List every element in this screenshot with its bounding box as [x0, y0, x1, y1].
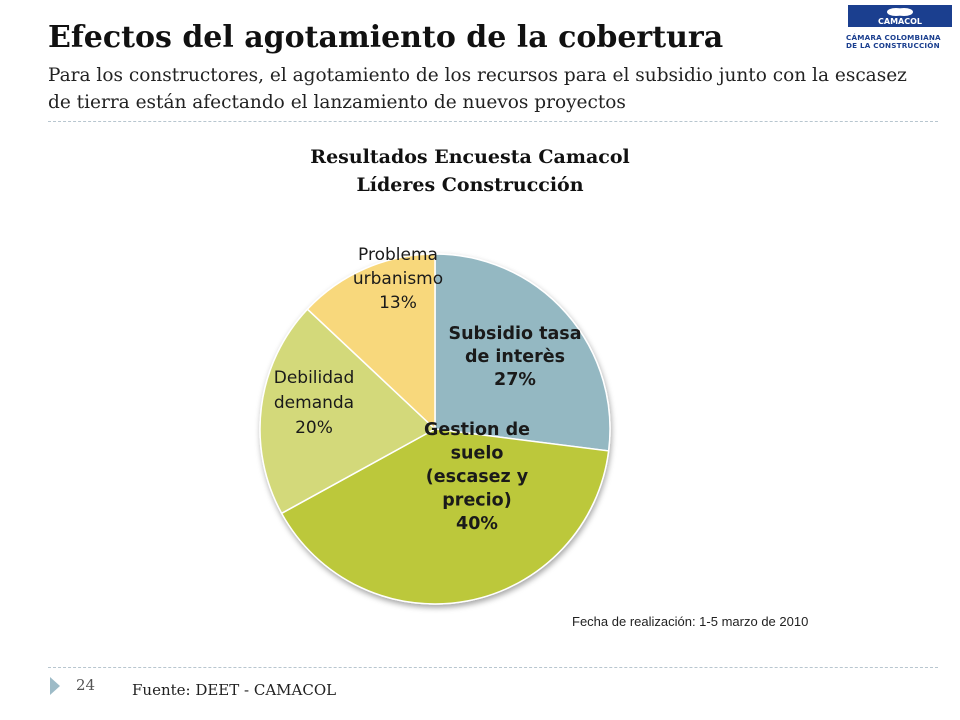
survey-date-note: Fecha de realización: 1-5 marzo de 2010 [572, 614, 809, 629]
pie-label-0: Subsidio tasa de interès 27% [448, 324, 581, 390]
logo-line-2: DE LA CONSTRUCCIÓN [846, 41, 940, 50]
pie-label-1-line-2: (escasez y [426, 467, 529, 487]
pie-label-0-line-0: Subsidio tasa [448, 324, 581, 344]
slide-title: Efectos del agotamiento de la cobertura [48, 20, 724, 55]
pie-label-3-line-1: urbanismo [353, 269, 443, 289]
pie-label-3-line-2: 13% [379, 293, 417, 313]
chart-title-line-2: Líderes Construcción [356, 174, 584, 196]
chart-title-line-1: Resultados Encuesta Camacol [310, 146, 630, 168]
pie-slice-0 [434, 253, 611, 452]
pie-label-1-line-4: 40% [456, 514, 498, 534]
pie-slice-1 [280, 428, 610, 605]
source-text: Fuente: DEET - CAMACOL [132, 681, 337, 699]
page-number: 24 [76, 676, 96, 694]
bullet-arrow-icon [50, 677, 60, 695]
pie-slice-3 [306, 253, 436, 431]
top-divider [48, 121, 938, 122]
pie-label-2: Debilidad demanda 20% [274, 368, 355, 438]
chart-title: Resultados Encuesta Camacol Líderes Cons… [240, 143, 700, 199]
pie-label-2-line-2: 20% [295, 418, 333, 438]
logo-brand: CAMACOL [878, 17, 922, 26]
pie-label-0-line-1: de interès [465, 347, 565, 367]
pie-label-3: Problema urbanismo 13% [353, 245, 443, 313]
pie-label-1-line-0: Gestion de [424, 420, 530, 440]
camacol-logo: CAMACOL CÁMARA COLOMBIANA DE LA CONSTRUC… [846, 4, 954, 52]
bottom-divider [48, 667, 938, 668]
pie-label-1-line-3: precio) [442, 491, 511, 511]
slide-subtitle: Para los constructores, el agotamiento d… [48, 65, 907, 113]
camacol-logo-mark: CAMACOL [848, 5, 952, 27]
pie-slice-2 [259, 308, 437, 515]
pie-label-1-line-1: suelo [451, 444, 504, 464]
pie-label-1: Gestion de suelo (escasez y precio) 40% [424, 420, 530, 534]
pie-label-2-line-1: demanda [274, 393, 354, 413]
pie-label-2-line-0: Debilidad [274, 368, 355, 388]
pie-label-0-line-2: 27% [494, 370, 536, 390]
pie-label-3-line-0: Problema [358, 245, 438, 265]
logo-line-1: CÁMARA COLOMBIANA [846, 33, 941, 42]
